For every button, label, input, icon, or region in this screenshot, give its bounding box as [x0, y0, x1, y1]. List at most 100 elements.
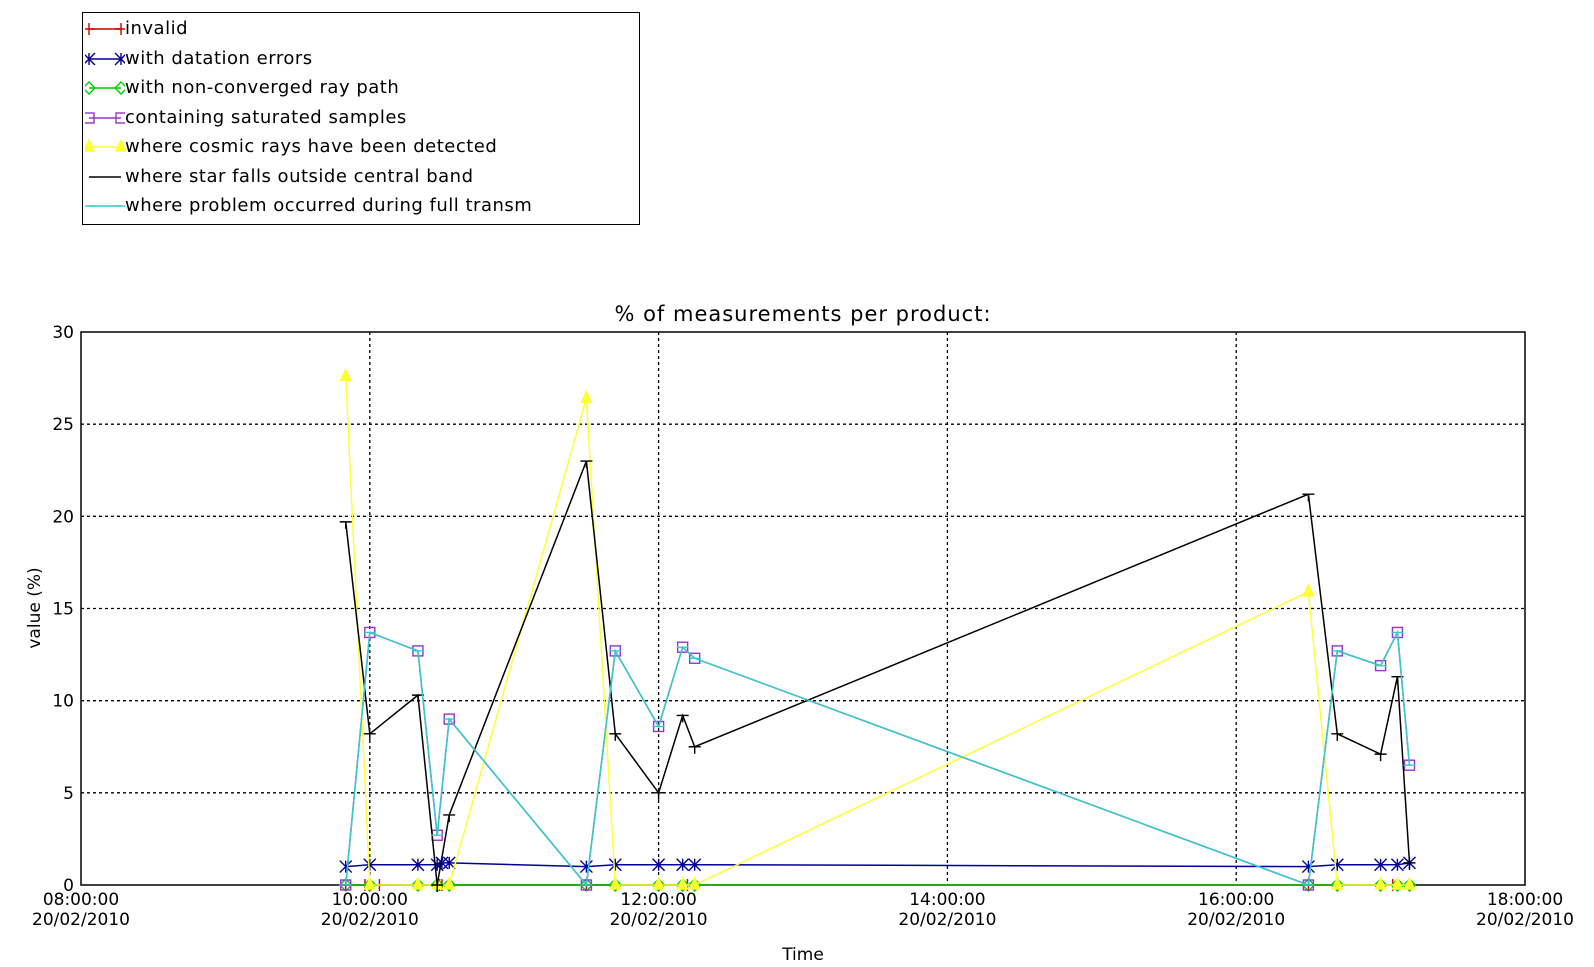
data-point: [652, 858, 666, 872]
data-point: [85, 138, 96, 152]
data-point: [688, 876, 701, 890]
data-point: [1374, 753, 1387, 762]
legend-entry: invalid: [83, 15, 639, 44]
x-tick-time: 14:00:00: [909, 890, 985, 910]
data-point: [362, 878, 377, 892]
series-line: [344, 460, 1411, 886]
data-point: [1331, 733, 1344, 741]
x-tick-time: 12:00:00: [620, 890, 696, 910]
data-point: [676, 858, 690, 872]
y-tick-label: 30: [52, 323, 74, 343]
series-line: [344, 376, 1410, 886]
data-point: [115, 111, 125, 124]
data-point: [410, 878, 425, 892]
grid-lines: [81, 332, 1525, 885]
data-point: [676, 714, 689, 723]
y-tick-label: 20: [52, 507, 74, 527]
data-point: [609, 733, 622, 741]
x-tick-time: 10:00:00: [332, 890, 408, 910]
legend-entry: where problem occurred during full trans…: [83, 192, 639, 221]
data-point: [85, 23, 95, 35]
y-tick-label: 15: [52, 600, 74, 620]
data-point: [1330, 878, 1345, 892]
series-4: [339, 367, 1416, 890]
data-point: [579, 878, 594, 892]
x-tick-date: 20/02/2010: [1476, 910, 1574, 930]
legend-swatch: [85, 52, 125, 65]
y-axis-ticks: 0 5 10 15 20 25 30: [52, 323, 74, 896]
data-point: [114, 52, 125, 65]
data-point: [85, 111, 95, 124]
data-point: [339, 367, 352, 381]
data-point: [651, 878, 666, 892]
data-point: [675, 878, 690, 892]
data-point: [580, 389, 593, 404]
data-point: [1330, 858, 1344, 872]
x-tick-date: 20/02/2010: [898, 910, 996, 930]
data-point: [652, 792, 665, 800]
x-tick-time: 18:00:00: [1487, 890, 1563, 910]
data-point: [608, 878, 623, 892]
data-point: [85, 81, 96, 95]
data-point: [339, 521, 352, 529]
data-point: [1402, 878, 1417, 892]
series-5: [339, 460, 1416, 892]
data-point: [1390, 858, 1404, 872]
data-point: [688, 858, 702, 872]
x-tick-time: 08:00:00: [43, 890, 119, 910]
legend-label: containing saturated samples: [125, 106, 407, 128]
legend-swatch: [85, 81, 125, 95]
chart-legend: invalid with datation errors with non-conv…: [82, 12, 640, 225]
legend-entry: with datation errors: [83, 45, 639, 74]
data-point: [1391, 876, 1404, 890]
data-point: [85, 52, 96, 65]
legend-entry: containing saturated samples: [83, 104, 639, 133]
data-point: [652, 876, 665, 890]
legend-label: where star falls outside central band: [125, 165, 474, 187]
legend-swatch: [89, 175, 121, 178]
data-point: [363, 858, 377, 872]
data-point: [1403, 862, 1416, 870]
data-point: [339, 860, 353, 874]
x-axis-ticks: 08:00:0020/02/201010:00:0020/02/201012:0…: [32, 890, 1574, 930]
data-point: [411, 876, 425, 890]
series-layer: [338, 367, 1417, 892]
data-point: [363, 876, 376, 890]
data-point: [443, 814, 456, 822]
legend-label: where cosmic rays have been detected: [125, 136, 498, 157]
data-point: [1374, 858, 1388, 872]
legend-entry: where cosmic rays have been detected: [83, 133, 639, 162]
data-point: [1373, 878, 1388, 892]
data-point: [411, 858, 425, 872]
legend-swatch: [85, 111, 125, 124]
y-tick-label: 10: [52, 692, 74, 712]
legend-label: where problem occurred during full trans…: [125, 195, 533, 216]
legend-swatch: [85, 138, 125, 152]
data-point: [1390, 878, 1405, 892]
data-point: [580, 460, 593, 469]
data-point: [1302, 583, 1315, 597]
data-point: [114, 138, 125, 152]
data-point: [443, 876, 456, 890]
data-point: [609, 876, 622, 890]
legend-swatch: [85, 205, 125, 207]
y-tick-label: 25: [52, 415, 74, 435]
x-tick-date: 20/02/2010: [321, 910, 419, 930]
x-tick-date: 20/02/2010: [610, 910, 708, 930]
data-point: [608, 858, 622, 872]
data-point: [1301, 860, 1315, 874]
series-3: [340, 626, 1416, 891]
data-point: [1403, 876, 1416, 890]
data-point: [338, 878, 353, 892]
legend-swatch: [85, 23, 125, 35]
x-tick-time: 16:00:00: [1198, 890, 1274, 910]
data-point: [1374, 876, 1387, 890]
x-tick-date: 20/02/2010: [1187, 910, 1285, 930]
data-point: [431, 884, 444, 892]
legend-label: with non-converged ray path: [125, 77, 400, 98]
data-point: [114, 81, 125, 95]
data-point: [1331, 876, 1344, 890]
data-point: [442, 856, 456, 870]
legend-label: invalid: [125, 18, 189, 39]
x-tick-date: 20/02/2010: [32, 910, 130, 930]
